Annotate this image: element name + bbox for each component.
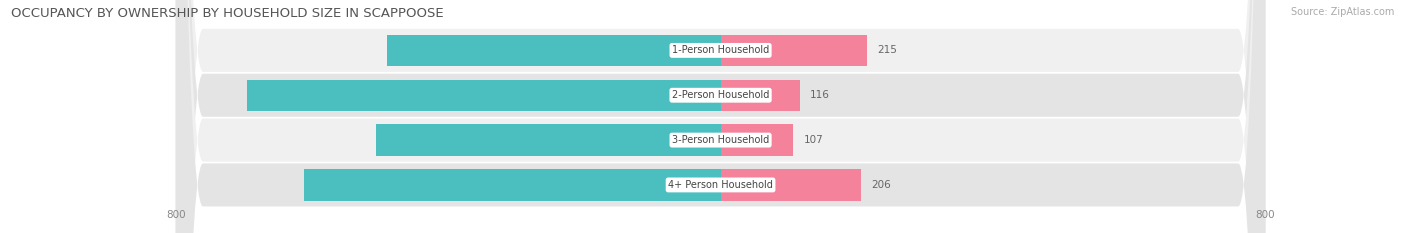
Text: 612: 612 bbox=[678, 180, 700, 190]
Bar bbox=[721, 35, 868, 66]
Bar bbox=[375, 124, 721, 156]
Text: 206: 206 bbox=[872, 180, 891, 190]
Text: 3-Person Household: 3-Person Household bbox=[672, 135, 769, 145]
Bar bbox=[721, 79, 800, 111]
Bar bbox=[387, 35, 721, 66]
Text: 506: 506 bbox=[678, 135, 700, 145]
Text: 490: 490 bbox=[678, 45, 700, 55]
Text: 215: 215 bbox=[877, 45, 897, 55]
FancyBboxPatch shape bbox=[176, 0, 1265, 233]
Text: 116: 116 bbox=[810, 90, 830, 100]
FancyBboxPatch shape bbox=[176, 0, 1265, 233]
Text: Source: ZipAtlas.com: Source: ZipAtlas.com bbox=[1291, 7, 1395, 17]
Bar bbox=[721, 169, 860, 201]
FancyBboxPatch shape bbox=[176, 0, 1265, 233]
Text: 696: 696 bbox=[679, 90, 700, 100]
Text: 107: 107 bbox=[804, 135, 824, 145]
Text: OCCUPANCY BY OWNERSHIP BY HOUSEHOLD SIZE IN SCAPPOOSE: OCCUPANCY BY OWNERSHIP BY HOUSEHOLD SIZE… bbox=[11, 7, 444, 20]
Bar bbox=[721, 124, 793, 156]
Text: 2-Person Household: 2-Person Household bbox=[672, 90, 769, 100]
Bar bbox=[304, 169, 721, 201]
FancyBboxPatch shape bbox=[176, 0, 1265, 233]
Text: 1-Person Household: 1-Person Household bbox=[672, 45, 769, 55]
Bar bbox=[246, 79, 721, 111]
Text: 4+ Person Household: 4+ Person Household bbox=[668, 180, 773, 190]
